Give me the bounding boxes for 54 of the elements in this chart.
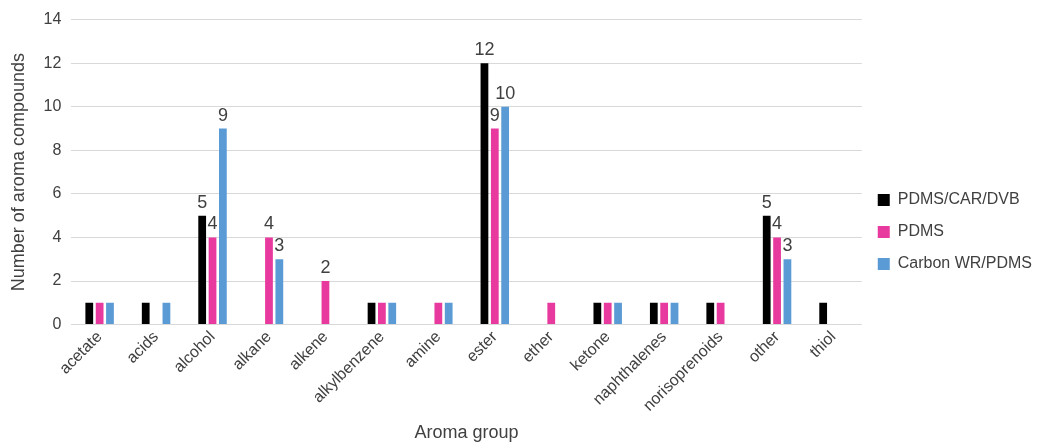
bar [490, 128, 499, 325]
bar [434, 302, 443, 325]
y-tick-label: 14 [43, 10, 62, 28]
y-tick-label: 0 [52, 315, 62, 333]
data-label: 9 [217, 104, 228, 125]
data-label: 5 [761, 191, 772, 212]
bar [480, 63, 489, 325]
y-tick-label: 6 [52, 184, 62, 202]
bar [275, 259, 284, 325]
bar [265, 237, 273, 325]
y-tick-label: 12 [43, 53, 62, 71]
bar [660, 302, 669, 325]
bar [547, 302, 556, 325]
bar [762, 215, 771, 325]
bar [219, 128, 227, 325]
y-tick-label: 2 [52, 271, 62, 289]
x-tick-label: thiol [805, 327, 839, 361]
bar [321, 281, 330, 325]
bar [706, 302, 715, 325]
y-axis-title: Number of aroma compounds [7, 53, 28, 292]
bar [198, 215, 207, 325]
bar [378, 302, 386, 325]
bar [501, 106, 510, 325]
bar [95, 302, 104, 325]
bar [614, 302, 622, 325]
legend-label: PDMS/CAR/DVB [897, 190, 1020, 208]
bar [819, 302, 828, 325]
data-label: 10 [495, 82, 516, 103]
bar [106, 302, 114, 325]
y-tick-label: 10 [43, 97, 62, 115]
data-label: 4 [263, 213, 274, 234]
bar [85, 302, 94, 325]
legend-label: PDMS [897, 222, 944, 240]
bar [388, 302, 397, 325]
bar [444, 302, 453, 325]
y-tick-label: 8 [52, 140, 62, 158]
bar [649, 302, 658, 325]
y-tick-label: 4 [52, 227, 62, 245]
bar [783, 259, 792, 325]
data-label: 12 [474, 39, 495, 60]
data-label: 2 [320, 257, 331, 278]
data-label: 3 [274, 235, 285, 256]
bar [141, 302, 150, 325]
data-label: 4 [207, 213, 218, 234]
bar [593, 302, 602, 325]
x-axis-title: Aroma group [414, 422, 519, 443]
bar [603, 302, 612, 325]
data-label: 4 [772, 213, 783, 234]
data-label: 5 [197, 191, 208, 212]
data-label: 3 [782, 235, 793, 256]
bar [773, 237, 781, 325]
legend-label: Carbon WR/PDMS [897, 254, 1032, 272]
data-label: 9 [489, 104, 500, 125]
bar [208, 237, 217, 325]
